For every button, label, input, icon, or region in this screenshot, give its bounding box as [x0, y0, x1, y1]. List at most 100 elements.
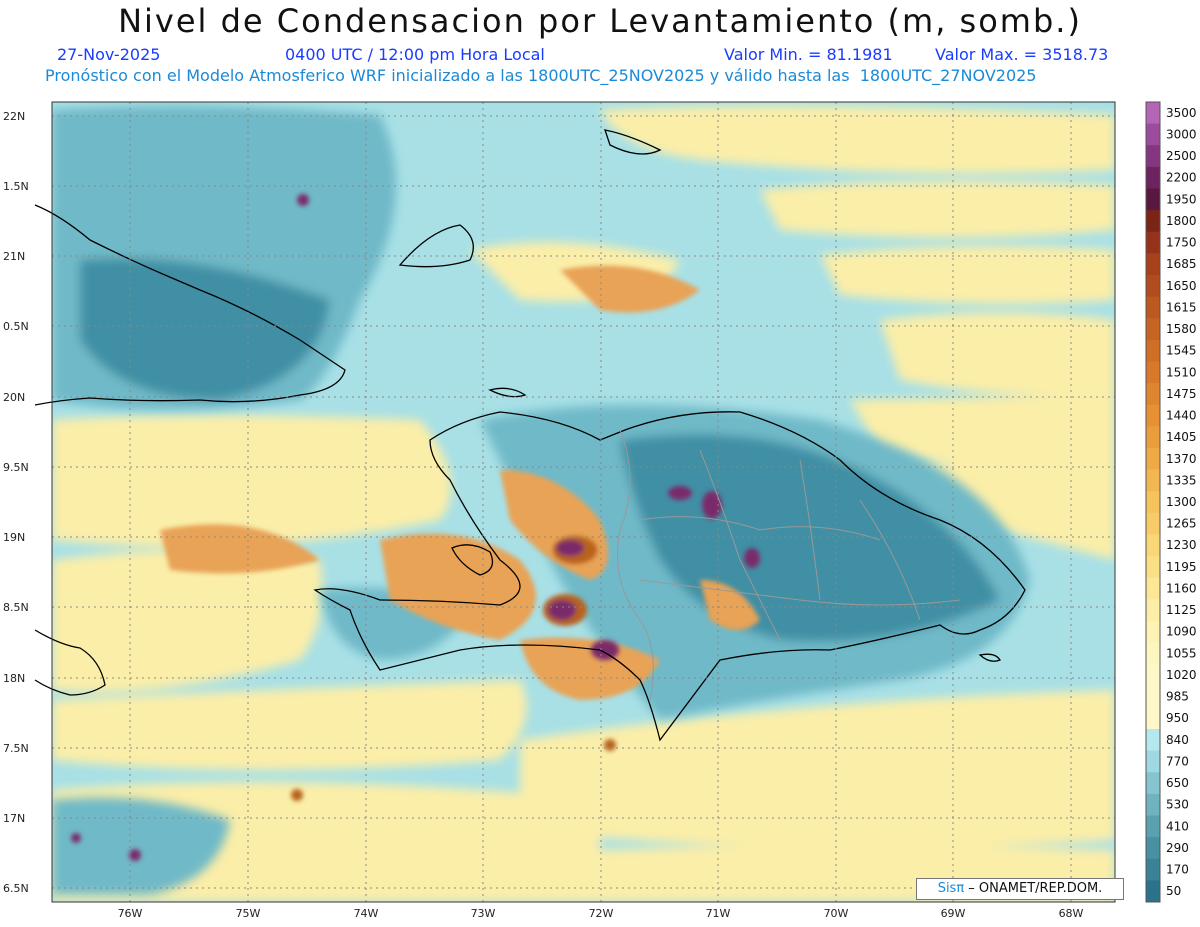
colorbar-label: 1090 [1166, 625, 1197, 639]
lat-label: 17N [3, 812, 25, 825]
colorbar-swatch [1146, 361, 1160, 384]
colorbar-swatch [1146, 318, 1160, 341]
colorbar-label: 1300 [1166, 495, 1197, 509]
colorbar-label: 650 [1166, 776, 1189, 790]
colorbar-swatch [1146, 404, 1160, 427]
province-boundaries [617, 429, 961, 701]
colorbar-swatch [1146, 642, 1160, 665]
lat-label: 1.5N [3, 180, 29, 193]
colorbar-swatch [1146, 772, 1160, 795]
sispi-logo-text: Sisπ [937, 881, 965, 896]
lon-label: 71W [706, 907, 731, 920]
colorbar-swatch [1146, 556, 1160, 579]
high-lcl-zones [71, 194, 760, 861]
lat-label: 21N [3, 250, 25, 263]
time-label: 0400 UTC / 12:00 pm Hora Local [285, 45, 545, 64]
min-value-label: Valor Min. = 81.1981 [724, 45, 893, 64]
colorbar-swatch [1146, 880, 1160, 903]
colorbar-swatch [1146, 620, 1160, 644]
colorbar-label: 1615 [1166, 300, 1197, 314]
colorbar-swatch [1146, 793, 1160, 817]
colorbar-swatch [1146, 469, 1160, 492]
date-label: 27-Nov-2025 [57, 45, 161, 64]
colorbar-swatch [1146, 447, 1160, 471]
max-value-label: Valor Max. = 3518.73 [935, 45, 1109, 64]
lon-label: 76W [118, 907, 143, 920]
colorbar-label: 1160 [1166, 581, 1197, 595]
colorbar-swatch [1146, 339, 1160, 362]
map-title: Nivel de Condensacion por Levantamiento … [118, 2, 1082, 40]
colorbar-swatch [1146, 253, 1160, 276]
gonave-island [451, 544, 494, 576]
credit-box: Sisπ – ONAMET/REP.DOM. [916, 878, 1124, 900]
map-frame [51, 101, 1116, 903]
colorbar-label: 2200 [1166, 171, 1197, 185]
colorbar-swatch [1146, 685, 1160, 708]
colorbar-label: 1195 [1166, 560, 1197, 574]
colorbar-label: 170 [1166, 863, 1189, 877]
lon-label: 72W [589, 907, 614, 920]
colorbar-label: 3500 [1166, 106, 1197, 120]
colorbar-swatch [1146, 534, 1160, 557]
gridlines [52, 102, 1115, 902]
colorbar-label: 1650 [1166, 279, 1197, 293]
saona [978, 653, 1001, 662]
colorbar-label: 1580 [1166, 322, 1197, 336]
colorbar-swatch [1146, 426, 1160, 449]
colorbar-swatch [1146, 491, 1160, 514]
colorbar-label: 770 [1166, 754, 1189, 768]
colorbar-swatch [1146, 664, 1160, 687]
colorbar-label: 1800 [1166, 214, 1197, 228]
colorbar-label: 1685 [1166, 257, 1197, 271]
orange-zones [160, 265, 760, 700]
lon-label: 73W [471, 907, 496, 920]
colorbar-label: 530 [1166, 798, 1189, 812]
lon-axis: 76W 75W 74W 73W 72W 71W 70W 69W 68W [118, 907, 1084, 920]
lat-axis: 22N 1.5N 21N 0.5N 20N 9.5N 19N 8.5N 18N … [3, 110, 29, 895]
colorbar-label: 50 [1166, 884, 1181, 898]
lat-label: 19N [3, 531, 25, 544]
colorbar-swatch [1146, 296, 1160, 319]
lat-label: 18N [3, 672, 25, 685]
colorbar-swatch [1146, 858, 1160, 881]
colorbar-label: 2500 [1166, 149, 1197, 163]
colorbar-label: 1265 [1166, 517, 1197, 531]
lat-label: 6.5N [3, 882, 29, 895]
colorbar-swatch [1146, 599, 1160, 622]
colorbar-label: 1335 [1166, 473, 1197, 487]
colorbar-label: 3000 [1166, 127, 1197, 141]
colorbar-label: 1750 [1166, 236, 1197, 250]
colorbar: 3500 3000 2500 2200 1950 1800 1750 1685 1650 1615… [1145, 101, 1197, 903]
colorbar-swatch [1146, 123, 1160, 146]
lon-label: 69W [941, 907, 966, 920]
colorbar-swatch [1146, 166, 1160, 189]
colorbar-label: 290 [1166, 841, 1189, 855]
colorbar-swatch [1146, 383, 1160, 406]
lat-label: 8.5N [3, 601, 29, 614]
colorbar-label: 1950 [1166, 192, 1197, 206]
cuba-coast [34, 204, 346, 406]
colorbar-label: 985 [1166, 690, 1189, 704]
hispaniola-coast [313, 411, 1026, 742]
colorbar-swatch [1146, 145, 1160, 168]
colorbar-label: 950 [1166, 711, 1189, 725]
lon-label: 74W [354, 907, 379, 920]
colorbar-swatch [1146, 210, 1160, 233]
lon-label: 68W [1059, 907, 1084, 920]
colorbar-label: 840 [1166, 733, 1189, 747]
colorbar-label: 1020 [1166, 668, 1197, 682]
colorbar-swatch [1146, 274, 1160, 298]
credit-text: – ONAMET/REP.DOM. [964, 881, 1103, 896]
colorbar-swatch [1146, 707, 1160, 730]
lon-label: 70W [824, 907, 849, 920]
colorbar-label: 1440 [1166, 409, 1197, 423]
colorbar-swatch [1146, 231, 1160, 254]
colorbar-frame [1145, 101, 1161, 903]
colorbar-swatch [1146, 815, 1160, 838]
colorbar-label: 1370 [1166, 452, 1197, 466]
lat-label: 20N [3, 391, 25, 404]
colorbar-label: 1405 [1166, 430, 1197, 444]
colorbar-label: 1510 [1166, 365, 1197, 379]
lat-label: 7.5N [3, 742, 29, 755]
